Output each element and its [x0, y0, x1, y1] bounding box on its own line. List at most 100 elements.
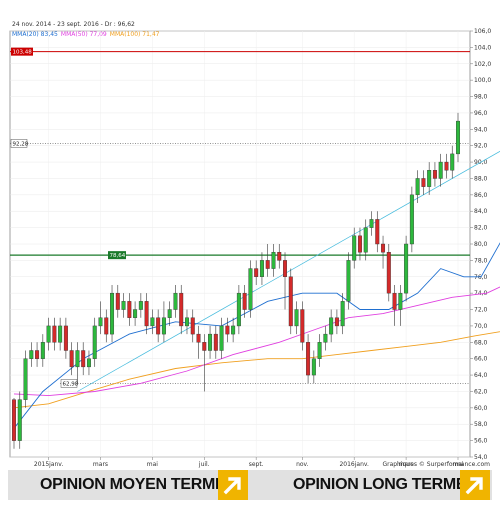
candle-body — [294, 309, 299, 327]
y-tick-label: 86,0 — [474, 192, 488, 199]
x-tick-label: mars — [399, 461, 414, 468]
x-tick-label: sept. — [249, 461, 264, 468]
y-tick-label: 78,0 — [474, 257, 488, 264]
candle-body — [369, 219, 374, 228]
candle-body — [144, 301, 149, 327]
y-tick-label: 54,0 — [474, 454, 488, 461]
candle-body — [150, 317, 155, 327]
candle-body — [213, 333, 218, 351]
dotted-level-tag — [10, 139, 28, 148]
dotted-level-tag — [60, 379, 78, 388]
y-tick-label: 96,0 — [474, 110, 488, 117]
candle-body — [52, 325, 57, 343]
chart-range-header: 24 nov. 2014 - 23 sept. 2016 - Dr : 96,6… — [12, 21, 135, 28]
candle-body — [58, 325, 63, 343]
y-tick-label: 80,0 — [474, 241, 488, 248]
candle-body — [219, 325, 224, 351]
candle-body — [421, 178, 426, 187]
candle-body — [202, 342, 207, 351]
candle-body — [248, 268, 253, 310]
grid-lines — [10, 30, 470, 458]
candle-body — [398, 292, 403, 310]
candle-body — [300, 309, 305, 343]
y-tick-label: 62,0 — [474, 388, 488, 395]
chart-canvas: 24 nov. 2014 - 23 sept. 2016 - Dr : 96,6… — [9, 21, 500, 468]
candle-body — [225, 325, 230, 335]
dotted-level-tag-label: 92,28 — [13, 141, 29, 147]
dotted-level-tag-label: 62,98 — [63, 381, 79, 387]
candle-body — [363, 227, 368, 253]
candle-body — [92, 325, 97, 359]
y-tick-label: 58,0 — [474, 421, 488, 428]
candle-body — [259, 260, 264, 277]
candle-body — [438, 161, 443, 179]
candle-body — [277, 251, 282, 261]
resistance-tag-label: 103,48 — [13, 50, 33, 56]
opinion-bar: OPINION MOYEN TERME OPINION LONG TERME — [8, 470, 492, 500]
y-tick-label: 100,0 — [474, 77, 491, 84]
opinion-moyen-terme-label: OPINION MOYEN TERME — [40, 476, 226, 493]
trendline — [77, 150, 500, 392]
y-tick-label: 92,0 — [474, 143, 488, 150]
candle-body — [86, 358, 91, 368]
y-tick-label: 64,0 — [474, 372, 488, 379]
candle-body — [40, 342, 45, 359]
candle-body — [156, 317, 161, 335]
x-tick-label: 2016janv. — [339, 461, 369, 468]
support-tag — [108, 251, 126, 260]
x-tick-label: mai — [147, 461, 159, 468]
candle-body — [329, 317, 334, 335]
candle-body — [127, 301, 132, 318]
candle-body — [23, 358, 28, 400]
candle-body — [357, 235, 362, 253]
candle-body — [381, 243, 386, 253]
candle-body — [81, 350, 86, 368]
y-tick-label: 88,0 — [474, 175, 488, 182]
candle-body — [208, 333, 213, 351]
candle-body — [340, 301, 345, 327]
legend-entry: MMA(50) 77,09 — [61, 31, 107, 38]
arrow-up-right-icon — [223, 477, 241, 495]
candle-body — [404, 243, 409, 294]
candle-body — [283, 260, 288, 277]
candle-body — [456, 120, 460, 155]
opinion-long-terme-label: OPINION LONG TERME — [293, 476, 467, 493]
mma20-line — [13, 242, 500, 429]
candle-body — [167, 309, 172, 318]
y-tick-label: 98,0 — [474, 94, 488, 101]
candle-body — [29, 350, 34, 359]
candle-body — [352, 235, 357, 261]
candle-body — [450, 153, 455, 171]
x-tick-label: mai — [452, 461, 464, 468]
candle-body — [444, 161, 449, 171]
candle-body — [115, 292, 120, 310]
candle-body — [306, 342, 311, 376]
support-tag-label: 78,64 — [110, 253, 126, 259]
arrow-up-right-icon — [465, 477, 483, 495]
candle-body — [334, 317, 339, 327]
y-tick-label: 70,0 — [474, 323, 488, 330]
legend-entry: MMA(100) 71,47 — [110, 31, 160, 38]
y-tick-label: 72,0 — [474, 307, 488, 314]
candle-body — [432, 170, 437, 179]
resistance-tag — [11, 47, 33, 56]
price-levels: 103,48 78,64 92,28 62,98 — [10, 47, 470, 388]
candle-body — [179, 292, 184, 327]
y-tick-label: 104,0 — [474, 44, 491, 51]
ma-legend: MMA(20) 83,45 MMA(50) 77,09 MMA(100) 71,47 — [12, 31, 160, 38]
y-tick-label: 82,0 — [474, 225, 488, 232]
candle-body — [311, 358, 316, 376]
y-tick-label: 56,0 — [474, 438, 488, 445]
candle-body — [427, 170, 432, 187]
candle-body — [104, 317, 109, 335]
y-tick-label: 94,0 — [474, 126, 488, 133]
y-tick-label: 102,0 — [474, 61, 491, 68]
candle-body — [133, 309, 138, 318]
candle-body — [415, 178, 420, 196]
candle-body — [17, 399, 22, 441]
stock-chart: 24 nov. 2014 - 23 sept. 2016 - Dr : 96,6… — [9, 21, 500, 468]
legend-entry: MMA(20) 83,45 — [12, 31, 58, 38]
candle-body — [242, 292, 247, 310]
candle-body — [63, 325, 68, 351]
x-tick-label: juil. — [198, 461, 210, 468]
